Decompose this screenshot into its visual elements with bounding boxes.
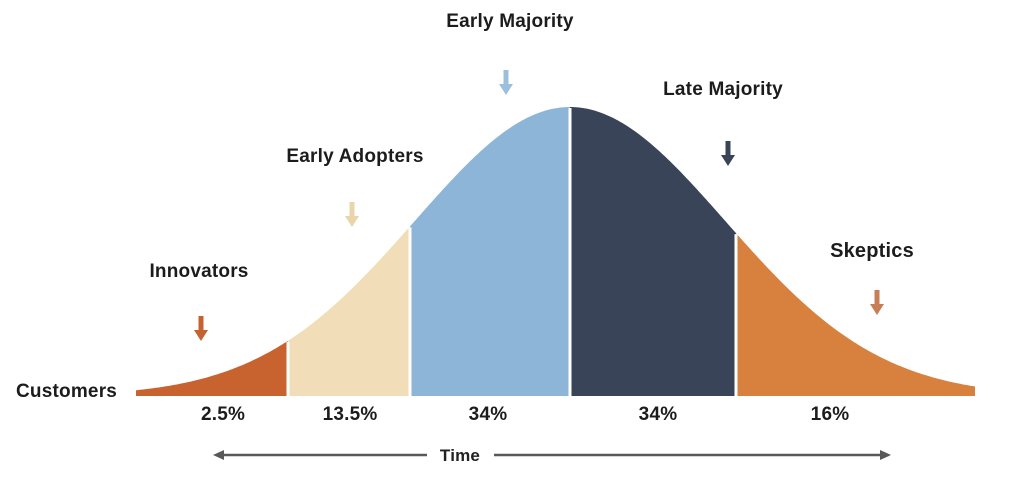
innovators-label: Innovators (149, 261, 249, 282)
innovators-percent: 2.5% (200, 404, 246, 425)
down-arrow-innovators (194, 316, 208, 341)
down-arrow-early-adopters (345, 202, 359, 227)
segment-early-adopters (288, 226, 410, 396)
segment-skeptics (736, 233, 975, 396)
late-majority-percent: 34% (638, 404, 678, 425)
customers-axis-label: Customers (16, 381, 118, 402)
early-adopters-percent: 13.5% (322, 404, 378, 425)
early-adopters-label: Early Adopters (286, 146, 424, 167)
segment-late-majority (570, 107, 736, 396)
time-arrow-right-head (880, 450, 891, 460)
early-majority-label: Early Majority (446, 11, 574, 32)
late-majority-label: Late Majority (663, 79, 783, 100)
down-arrow-early-majority (499, 70, 513, 95)
time-arrow-left-head (213, 450, 224, 460)
skeptics-percent: 16% (810, 404, 850, 425)
segment-innovators (136, 340, 288, 396)
segment-early-majority (410, 107, 570, 396)
skeptics-label: Skeptics (830, 240, 914, 262)
time-axis-label: Time (439, 446, 481, 465)
down-arrow-skeptics (870, 290, 884, 315)
early-majority-percent: 34% (468, 404, 508, 425)
down-arrow-late-majority (721, 141, 735, 166)
